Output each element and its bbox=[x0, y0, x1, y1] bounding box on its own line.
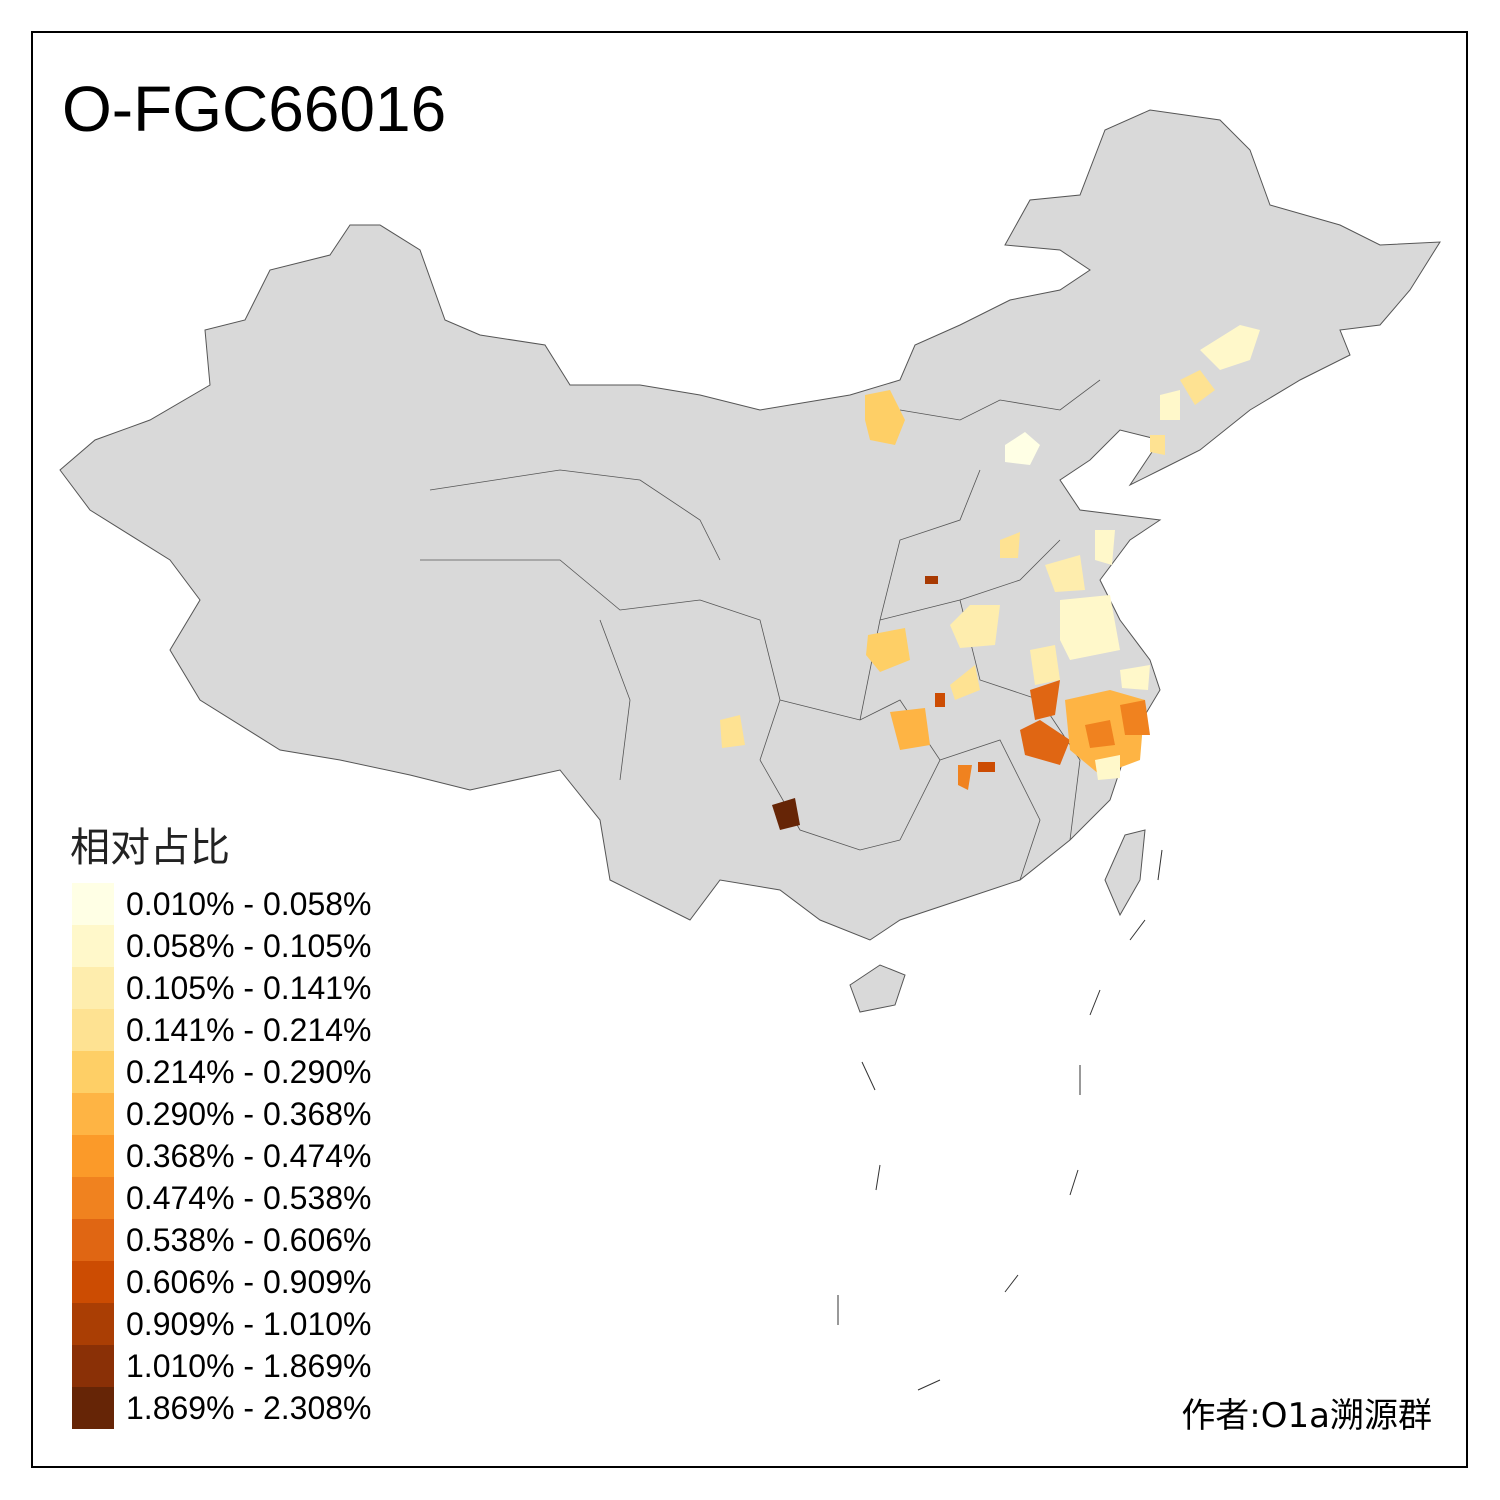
legend-swatch bbox=[72, 1387, 114, 1429]
legend-item: 0.474% - 0.538% bbox=[72, 1177, 372, 1219]
region-shanxi bbox=[925, 576, 938, 584]
region-henan bbox=[950, 605, 1000, 648]
region-shanghai bbox=[1120, 665, 1150, 690]
legend-item: 0.141% - 0.214% bbox=[72, 1009, 372, 1051]
region-hunan bbox=[958, 765, 972, 790]
legend-item: 0.290% - 0.368% bbox=[72, 1093, 372, 1135]
legend-swatch bbox=[72, 1009, 114, 1051]
legend-label: 0.606% - 0.909% bbox=[126, 1263, 372, 1300]
legend-item: 0.606% - 0.909% bbox=[72, 1261, 372, 1303]
map-title: O-FGC66016 bbox=[62, 73, 447, 145]
region-jiangxi bbox=[1020, 720, 1070, 765]
legend-swatch bbox=[72, 967, 114, 1009]
legend-item: 0.214% - 0.290% bbox=[72, 1051, 372, 1093]
region-jiangxi-north bbox=[1030, 680, 1060, 720]
region-hebei bbox=[1000, 532, 1020, 558]
region-anhui bbox=[1030, 645, 1060, 685]
region-zhejiang-2 bbox=[1120, 700, 1150, 735]
legend-label: 0.290% - 0.368% bbox=[126, 1095, 372, 1132]
author-credit: 作者:O1a溯源群 bbox=[1181, 1396, 1432, 1436]
region-guizhou bbox=[772, 798, 800, 830]
legend-item: 1.869% - 2.308% bbox=[72, 1387, 372, 1429]
region-shandong-2 bbox=[1045, 555, 1085, 592]
legend-swatch bbox=[72, 1177, 114, 1219]
legend-item: 0.010% - 0.058% bbox=[72, 883, 372, 925]
region-hubei-2 bbox=[935, 693, 945, 707]
taiwan-island bbox=[1104, 829, 1146, 917]
legend-item: 0.909% - 1.010% bbox=[72, 1303, 372, 1345]
legend-label: 1.869% - 2.308% bbox=[126, 1389, 372, 1426]
plot-frame bbox=[31, 31, 1468, 1468]
province-borders bbox=[420, 379, 1101, 881]
legend-swatch bbox=[72, 1051, 114, 1093]
region-jiangsu bbox=[1060, 595, 1120, 660]
region-shandong bbox=[1095, 530, 1115, 565]
legend-swatch bbox=[72, 883, 114, 925]
china-outline bbox=[59, 109, 1441, 941]
region-fujian bbox=[1095, 755, 1120, 780]
region-liaoning bbox=[1150, 435, 1165, 455]
legend-label: 1.010% - 1.869% bbox=[126, 1347, 372, 1384]
legend-label: 0.141% - 0.214% bbox=[126, 1011, 372, 1048]
legend-swatch bbox=[72, 1219, 114, 1261]
region-jilin bbox=[1180, 370, 1215, 405]
region-hubei bbox=[950, 665, 980, 700]
legend-title: 相对占比 bbox=[70, 825, 230, 871]
legend-label: 0.058% - 0.105% bbox=[126, 927, 372, 964]
legend-label: 0.010% - 0.058% bbox=[126, 885, 372, 922]
region-jilin-2 bbox=[1160, 390, 1180, 420]
region-heilongjiang bbox=[1200, 325, 1260, 370]
south-china-sea-islands bbox=[837, 849, 1163, 1391]
region-beijing bbox=[1005, 432, 1040, 465]
hainan-island bbox=[849, 964, 906, 1013]
region-chongqing bbox=[890, 708, 930, 750]
legend-label: 0.368% - 0.474% bbox=[126, 1137, 372, 1174]
region-sichuan bbox=[720, 715, 745, 748]
region-inner-mongolia bbox=[865, 390, 905, 445]
legend-swatch bbox=[72, 1093, 114, 1135]
legend: 0.010% - 0.058% 0.058% - 0.105% 0.105% - 0… bbox=[72, 883, 372, 1429]
legend-swatch bbox=[72, 925, 114, 967]
legend-swatch bbox=[72, 1261, 114, 1303]
legend-label: 0.909% - 1.010% bbox=[126, 1305, 372, 1342]
legend-swatch bbox=[72, 1303, 114, 1345]
legend-label: 0.538% - 0.606% bbox=[126, 1221, 372, 1258]
legend-label: 0.474% - 0.538% bbox=[126, 1179, 372, 1216]
legend-item: 0.058% - 0.105% bbox=[72, 925, 372, 967]
legend-label: 0.214% - 0.290% bbox=[126, 1053, 372, 1090]
region-zhejiang-3 bbox=[1085, 720, 1115, 748]
legend-item: 1.010% - 1.869% bbox=[72, 1345, 372, 1387]
region-hunan-2 bbox=[978, 762, 995, 772]
highlighted-regions bbox=[720, 325, 1260, 830]
legend-label: 0.105% - 0.141% bbox=[126, 969, 372, 1006]
legend-swatch bbox=[72, 1135, 114, 1177]
legend-swatch bbox=[72, 1345, 114, 1387]
legend-item: 0.368% - 0.474% bbox=[72, 1135, 372, 1177]
legend-item: 0.538% - 0.606% bbox=[72, 1219, 372, 1261]
legend-item: 0.105% - 0.141% bbox=[72, 967, 372, 1009]
region-shaanxi bbox=[866, 628, 910, 672]
